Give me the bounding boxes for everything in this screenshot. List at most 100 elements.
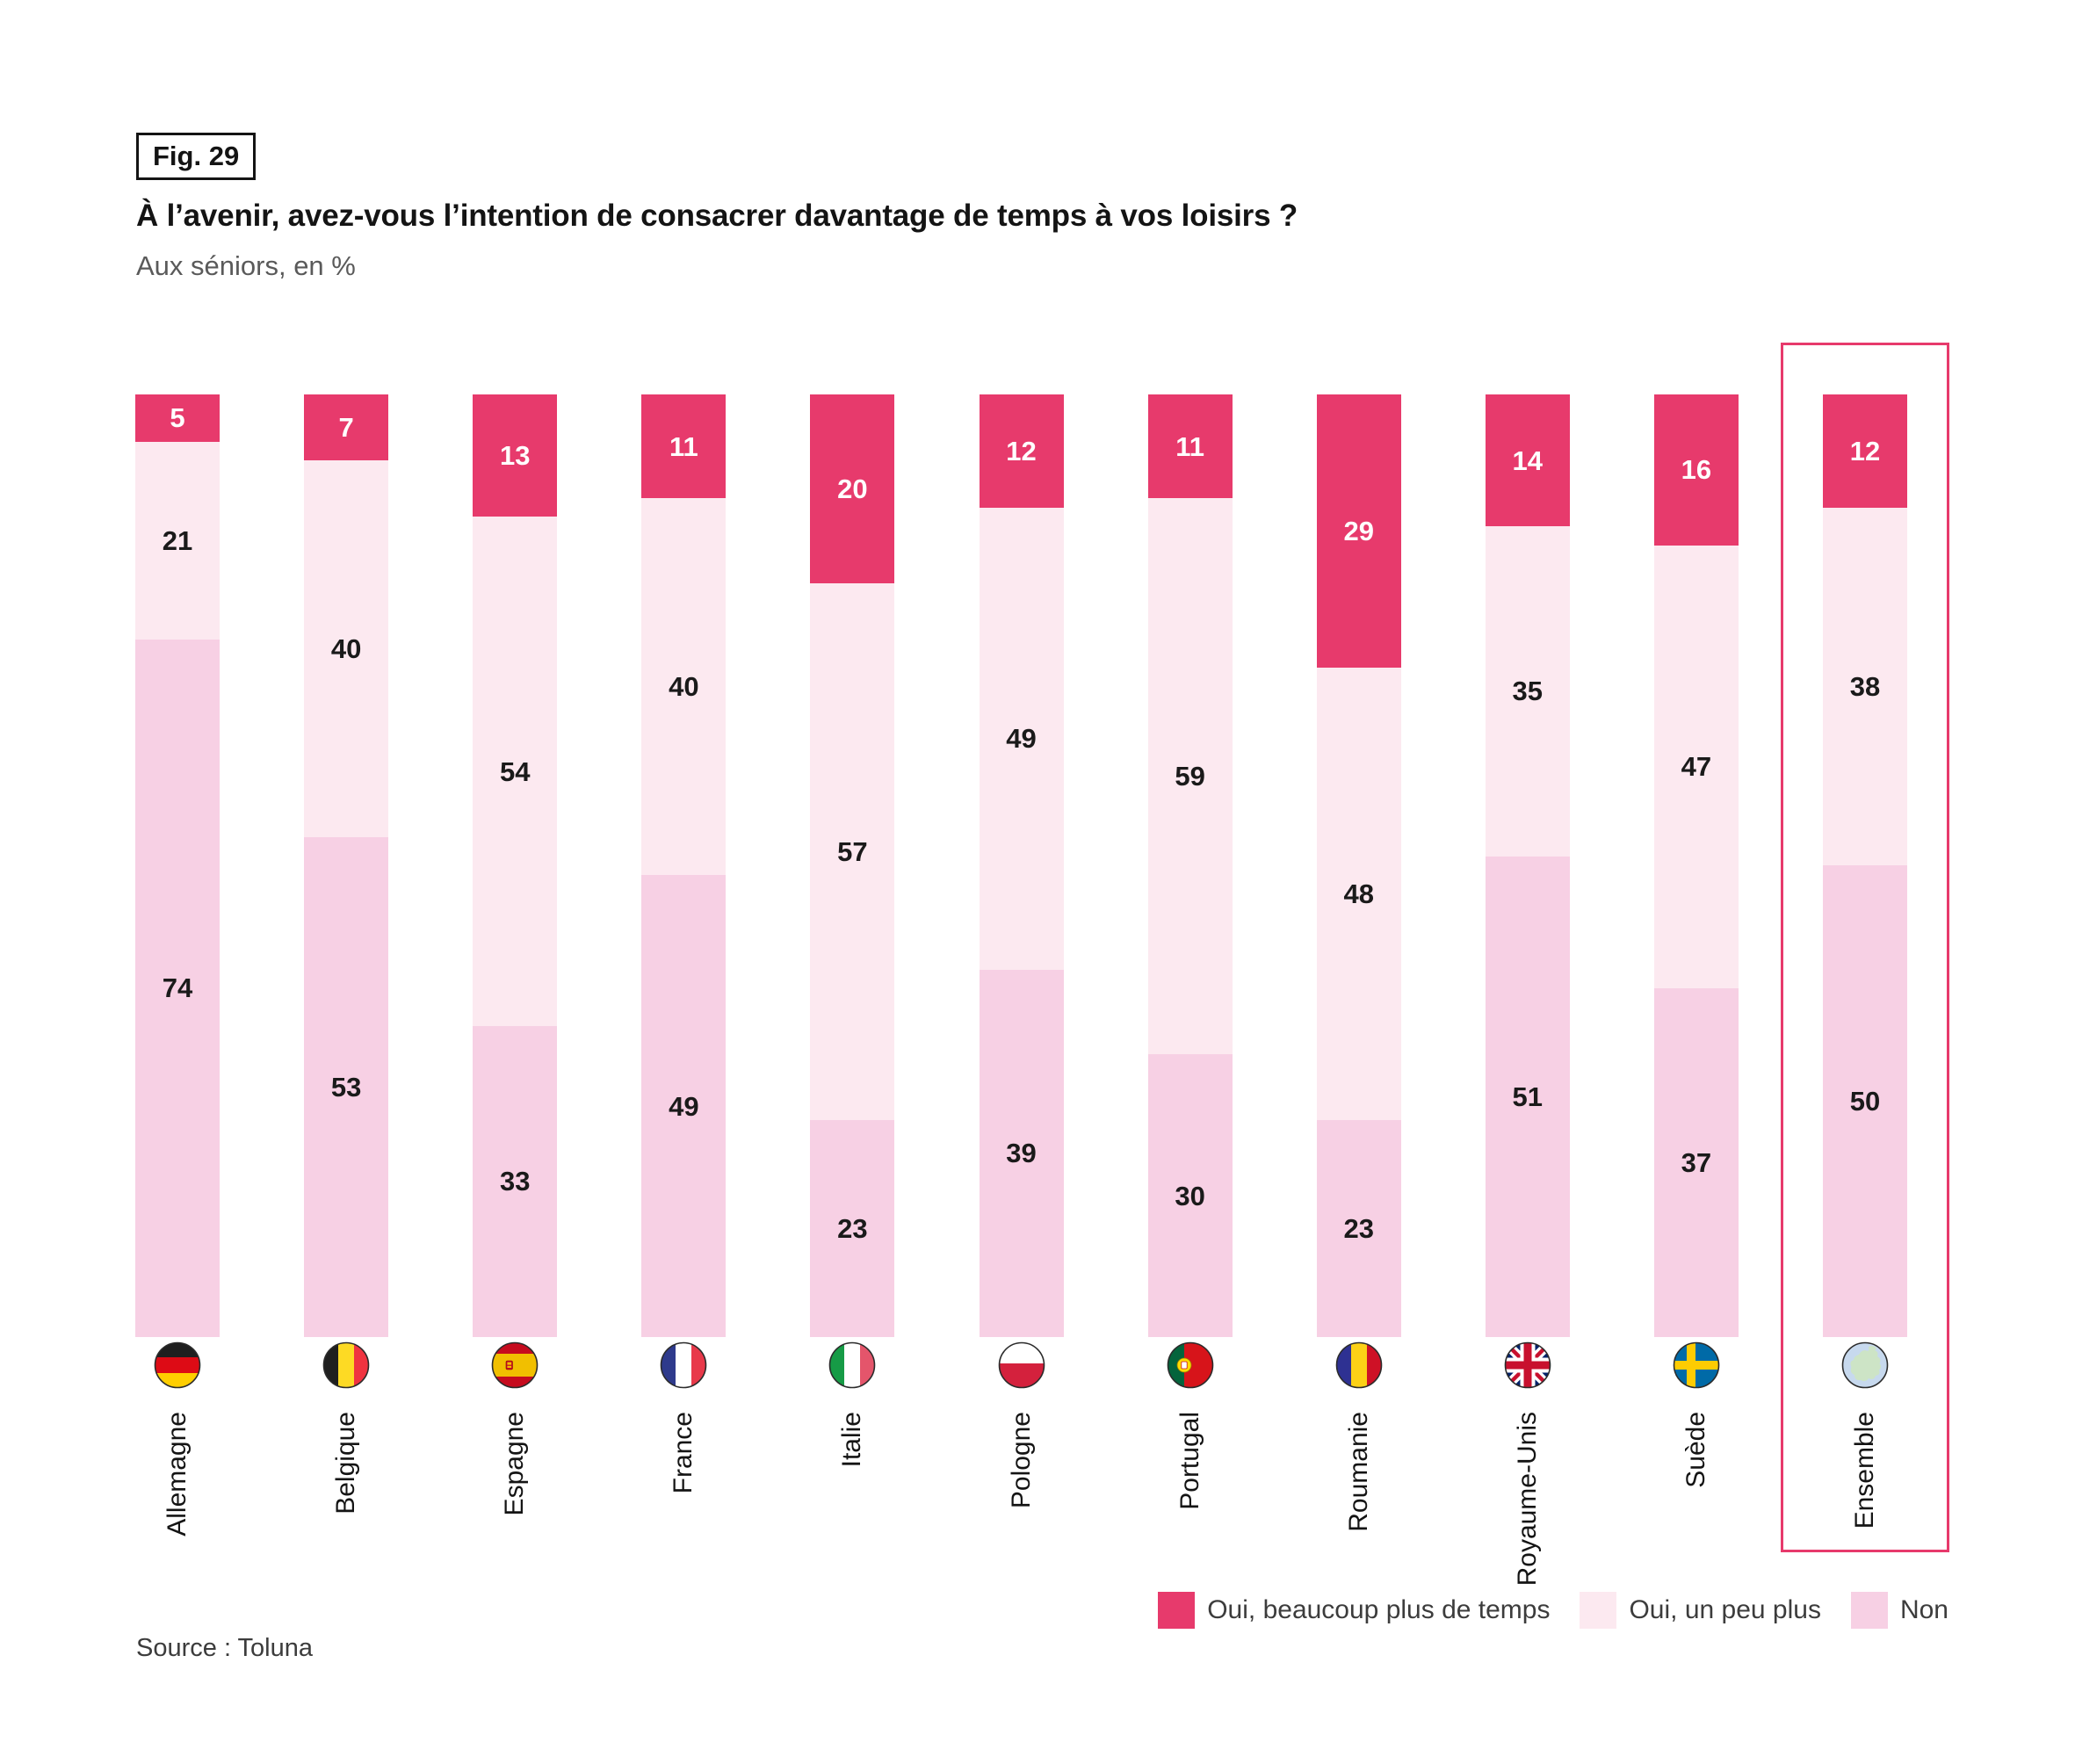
legend-swatch [1158,1592,1196,1629]
bar-column-pologne: 12 49 39 Pologne [936,394,1105,1508]
stacked-bar-chart: 5 21 74 Allemagne 7 40 53 Belgique 13 54 33 Espagne… [93,343,1949,1586]
segment-value: 14 [1512,445,1544,476]
bar-segment-non: 33 [473,1025,558,1337]
romania-flag-icon [1335,1341,1383,1389]
bar-segment-oui-un-peu: 57 [810,582,895,1121]
stacked-bar: 5 21 74 [135,394,221,1337]
segment-value: 29 [1343,516,1374,547]
bar-segment-non: 50 [1822,865,1907,1337]
segment-value: 13 [499,440,531,472]
bar-segment-non: 23 [1316,1120,1401,1337]
segment-value: 21 [162,524,193,556]
sweden-flag-icon [1673,1341,1720,1389]
bar-segment-oui-un-peu: 49 [979,507,1064,970]
category-label-belgique: Belgique [331,1412,361,1515]
segment-value: 23 [837,1213,868,1245]
bar-column-france: 11 40 49 France [599,394,768,1493]
segment-value: 33 [499,1166,531,1197]
bar-segment-oui-un-peu: 35 [1485,526,1570,857]
legend-swatch [1580,1592,1617,1629]
bar-segment-oui-beaucoup: 29 [1316,394,1401,669]
stacked-bar: 7 40 53 [304,394,389,1337]
stacked-bar: 11 59 30 [1147,394,1233,1337]
legend-label: Oui, un peu plus [1629,1595,1821,1624]
stacked-bar: 11 40 49 [641,394,727,1337]
bar-segment-oui-beaucoup: 11 [1147,394,1233,499]
bar-segment-oui-un-peu: 21 [135,441,221,640]
spain-flag-icon [491,1341,539,1389]
bar-segment-non: 51 [1485,856,1570,1337]
bar-segment-oui-un-peu: 38 [1822,507,1907,866]
bar-segment-oui-beaucoup: 16 [1653,394,1739,546]
segment-value: 59 [1175,761,1205,792]
segment-value: 35 [1512,676,1544,707]
bar-segment-oui-un-peu: 54 [473,517,558,1026]
segment-value: 38 [1849,671,1881,703]
bar-segment-oui-un-peu: 40 [304,460,389,838]
segment-value: 74 [162,972,193,1004]
legend-swatch [1850,1592,1888,1629]
category-label-roumanie: Roumanie [1343,1412,1373,1532]
segment-value: 12 [1849,435,1881,466]
category-label-su-de: Suède [1681,1412,1710,1488]
bar-segment-oui-beaucoup: 20 [810,394,895,583]
bar-segment-non: 74 [135,639,221,1337]
figure-title: À l’avenir, avez-vous l’intention de con… [136,199,1298,233]
bar-segment-oui-un-peu: 47 [1653,545,1739,988]
bar-segment-oui-beaucoup: 12 [1822,394,1907,508]
segment-value: 54 [499,755,531,787]
bar-segment-oui-un-peu: 59 [1147,498,1233,1055]
segment-value: 49 [669,1090,699,1122]
legend-label: Oui, beaucoup plus de temps [1207,1595,1551,1624]
bar-column-su-de: 16 47 37 Suède [1612,394,1781,1488]
italy-flag-icon [828,1341,876,1389]
bar-segment-non: 49 [641,875,727,1337]
bar-segment-oui-beaucoup: 11 [641,394,727,499]
portugal-flag-icon [1167,1341,1214,1389]
bar-column-allemagne: 5 21 74 Allemagne [93,394,262,1536]
category-label-allemagne: Allemagne [163,1412,192,1536]
figure-subtitle: Aux séniors, en % [136,250,356,281]
bar-column-ensemble: 12 38 50 Ensemble [1781,394,1949,1529]
bar-column-portugal: 11 59 30 Portugal [1106,394,1275,1510]
europe-ensemble-icon [1841,1341,1889,1389]
germany-flag-icon [154,1341,201,1389]
segment-value: 37 [1681,1146,1712,1178]
source-note: Source : Toluna [136,1634,313,1662]
stacked-bar: 29 48 23 [1316,394,1401,1337]
segment-value: 53 [330,1072,362,1103]
category-label-italie: Italie [837,1412,867,1468]
france-flag-icon [660,1341,707,1389]
bar-segment-oui-un-peu: 40 [641,498,727,876]
stacked-bar: 12 38 50 [1822,394,1907,1337]
legend-item-oui-beaucoup-plus-de-temps: Oui, beaucoup plus de temps [1158,1592,1550,1629]
stacked-bar: 13 54 33 [473,394,558,1337]
stacked-bar: 20 57 23 [810,394,895,1337]
bar-segment-non: 23 [810,1120,895,1337]
legend-item-oui-un-peu-plus: Oui, un peu plus [1580,1592,1821,1629]
bar-segment-oui-beaucoup: 12 [979,394,1064,508]
bar-segment-oui-beaucoup: 13 [473,394,558,517]
belgium-flag-icon [322,1341,370,1389]
stacked-bar: 16 47 37 [1653,394,1739,1337]
united-kingdom-flag-icon [1504,1341,1551,1389]
stacked-bar: 12 49 39 [979,394,1064,1337]
segment-value: 11 [669,430,698,462]
segment-value: 47 [1681,751,1712,783]
bar-segment-oui-beaucoup: 7 [304,394,389,461]
segment-value: 57 [837,835,868,867]
segment-value: 50 [1849,1086,1881,1117]
segment-value: 51 [1512,1081,1544,1112]
bar-column-belgique: 7 40 53 Belgique [262,394,430,1515]
stacked-bar: 14 35 51 [1485,394,1570,1337]
category-label-france: France [669,1412,698,1494]
segment-value: 20 [837,473,868,504]
chart-legend: Oui, beaucoup plus de temps Oui, un peu p… [1158,1592,1948,1629]
bar-segment-non: 37 [1653,987,1739,1337]
category-label-pologne: Pologne [1006,1412,1036,1509]
segment-value: 23 [1343,1213,1374,1245]
segment-value: 39 [1006,1138,1037,1169]
segment-value: 5 [170,402,185,434]
segment-value: 30 [1175,1180,1205,1211]
